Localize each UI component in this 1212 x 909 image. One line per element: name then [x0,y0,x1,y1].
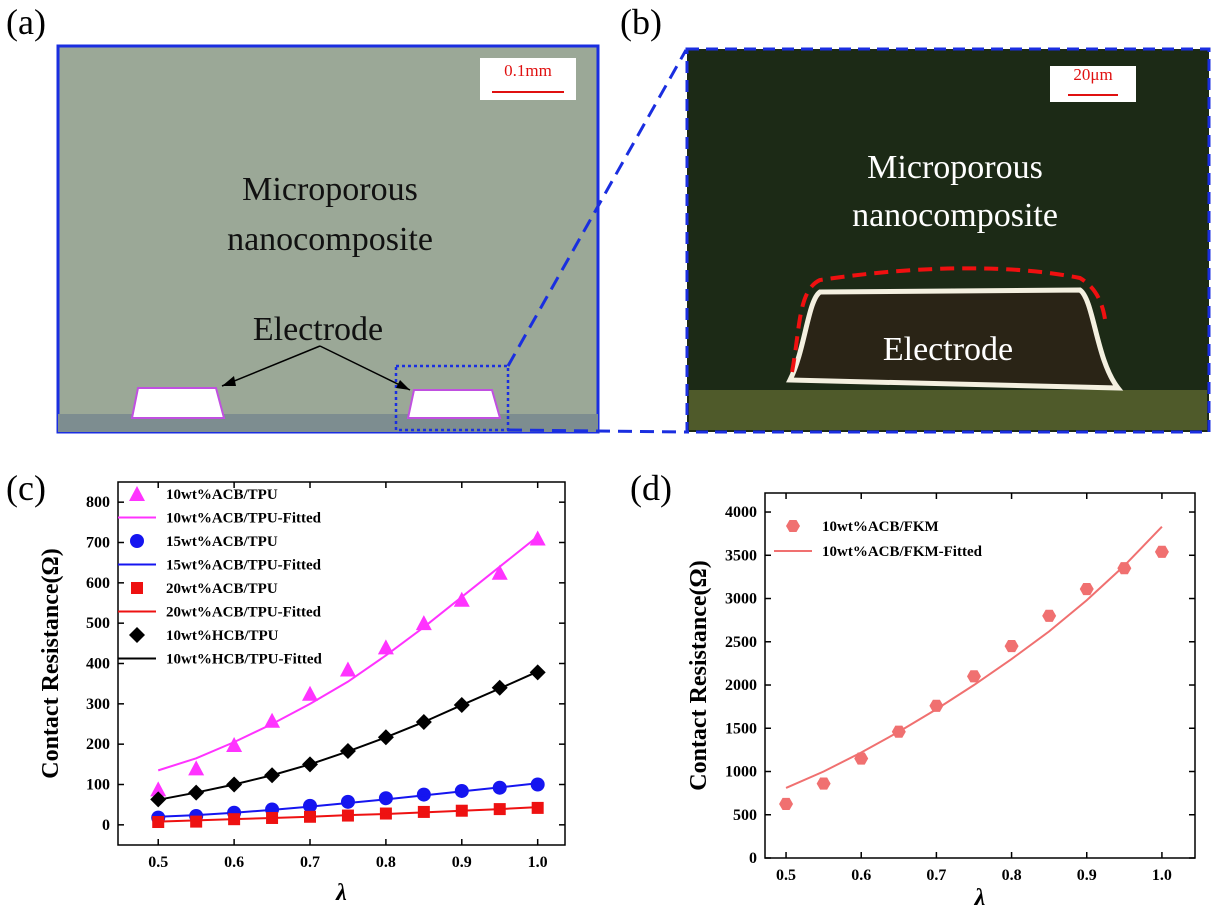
y-tick-label: 1000 [725,764,757,781]
x-tick-label: 1.0 [528,854,548,871]
y-tick-label: 300 [86,696,110,713]
region-text: nanocomposite [852,197,1058,234]
figure: 0.1mm Microporous nanocomposite Electrod… [0,0,1212,909]
legend-swatch [129,486,145,501]
panel-label: (c) [6,468,46,508]
point [1042,610,1056,622]
scale-text: 20μm [1073,65,1112,84]
y-tick-label: 0 [749,850,757,867]
point [817,778,831,790]
point [340,662,356,677]
legend-label: 10wt%HCB/TPU [166,628,279,644]
y-tick-label: 800 [86,494,110,511]
point [190,816,202,828]
y-tick-label: 700 [86,535,110,552]
x-axis-label: λ [335,880,347,906]
point [1080,583,1094,595]
legend-label: 15wt%ACB/TPU [166,534,278,550]
point [1117,562,1131,574]
x-tick-label: 0.6 [224,854,244,871]
legend-label: 10wt%ACB/TPU [166,487,278,503]
panel-label: (b) [620,2,662,42]
x-tick-label: 0.7 [300,854,320,871]
y-tick-label: 0 [102,817,110,834]
x-tick-label: 0.8 [1002,867,1022,884]
panel-label: (a) [6,2,46,42]
legend-label: 10wt%ACB/FKM [822,519,939,535]
electrode-text: Electrode [883,331,1013,368]
region-text: Microporous [867,149,1043,186]
y-tick-label: 400 [86,656,110,673]
fit-line [158,672,537,800]
x-tick-label: 1.0 [1152,867,1172,884]
legend-label: 20wt%ACB/TPU-Fitted [166,605,322,621]
x-axis-label: λ [974,885,986,909]
y-tick-label: 200 [86,736,110,753]
y-axis-label: Contact Resistance(Ω) [38,548,64,779]
legend-label: 10wt%ACB/FKM-Fitted [822,544,983,560]
fit-line [786,527,1162,788]
legend-label: 20wt%ACB/TPU [166,581,278,597]
region-text: nanocomposite [227,221,433,258]
point [1005,640,1019,652]
point [779,798,793,810]
electrode-shape [132,388,224,418]
y-tick-label: 3500 [725,547,757,564]
y-tick-label: 100 [86,777,110,794]
x-tick-label: 0.5 [776,867,796,884]
point [530,530,546,545]
legend-swatch [129,627,145,643]
legend-label: 15wt%ACB/TPU-Fitted [166,558,322,574]
y-tick-label: 2000 [725,677,757,694]
legend-swatch [131,582,143,594]
legend-label: 10wt%ACB/TPU-Fitted [166,511,322,527]
zoom-line [508,430,686,432]
point [1155,546,1169,558]
point [302,686,318,701]
legend-swatch [130,534,144,548]
substrate [689,390,1207,430]
electrode-text: Electrode [253,311,383,348]
y-tick-label: 500 [733,807,757,824]
x-tick-label: 0.9 [1077,867,1097,884]
y-tick-label: 1500 [725,720,757,737]
legend-swatch [786,520,800,532]
y-tick-label: 2500 [725,634,757,651]
point [188,760,204,775]
scale-text: 0.1mm [504,61,552,80]
panel-label: (d) [630,468,672,508]
y-axis-label: Contact Resistance(Ω) [686,560,712,791]
x-tick-label: 0.9 [452,854,472,871]
x-tick-label: 0.8 [376,854,396,871]
legend-label: 10wt%HCB/TPU-Fitted [166,652,322,668]
x-tick-label: 0.6 [851,867,871,884]
x-tick-label: 0.7 [926,867,946,884]
point [454,592,470,607]
y-tick-label: 500 [86,615,110,632]
y-tick-label: 600 [86,575,110,592]
electrode-shape [408,390,500,418]
y-tick-label: 4000 [725,504,757,521]
y-tick-label: 3000 [725,591,757,608]
region-text: Microporous [242,171,418,208]
x-tick-label: 0.5 [148,854,168,871]
